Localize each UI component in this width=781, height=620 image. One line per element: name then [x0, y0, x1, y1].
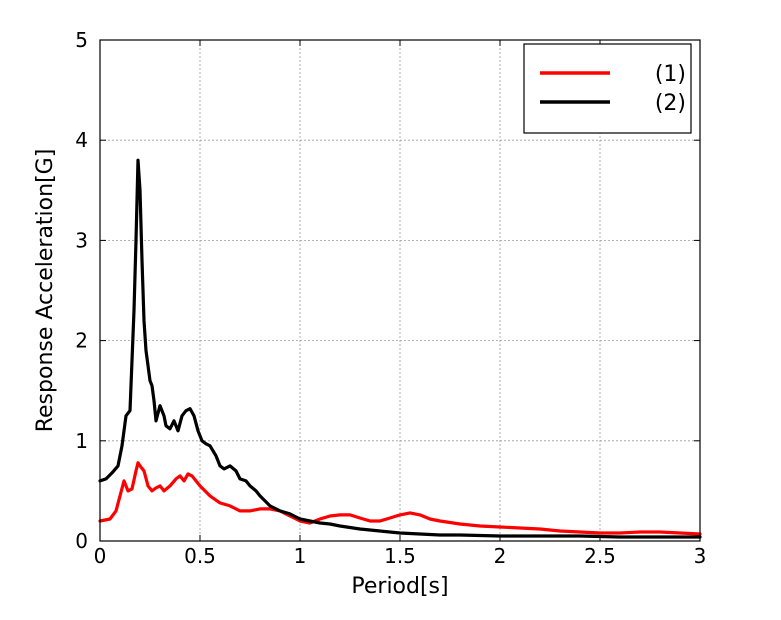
x-tick-label: 3 [694, 544, 707, 568]
grid [100, 40, 700, 541]
legend: (1)(2) [523, 43, 692, 134]
x-tick-label: 1 [294, 544, 307, 568]
x-tick-label: 2 [494, 544, 507, 568]
x-tick-label: 2.5 [584, 544, 616, 568]
y-tick-label: 2 [75, 329, 88, 353]
series-lines [98, 158, 702, 539]
y-tick-label: 4 [75, 128, 88, 152]
y-tick-label: 3 [75, 228, 88, 252]
legend-box [523, 43, 692, 134]
x-tick-label: 0.5 [184, 544, 216, 568]
series-line-2 [98, 158, 702, 539]
x-tick-label: 0 [94, 544, 107, 568]
y-axis-label: Response Acceleration[G] [33, 149, 58, 433]
x-axis-label: Period[s] [351, 574, 448, 599]
y-tick-label: 1 [75, 429, 88, 453]
series-line-1 [98, 461, 702, 536]
legend-label-1: (1) [655, 62, 686, 87]
y-tick-label: 5 [75, 28, 88, 52]
axis-ticks: 0 0.5 1 1.5 2 2.5 3 0 1 2 3 4 5 [75, 28, 706, 568]
legend-label-2: (2) [655, 91, 686, 116]
x-tick-label: 1.5 [384, 544, 416, 568]
y-tick-label: 0 [75, 529, 88, 553]
